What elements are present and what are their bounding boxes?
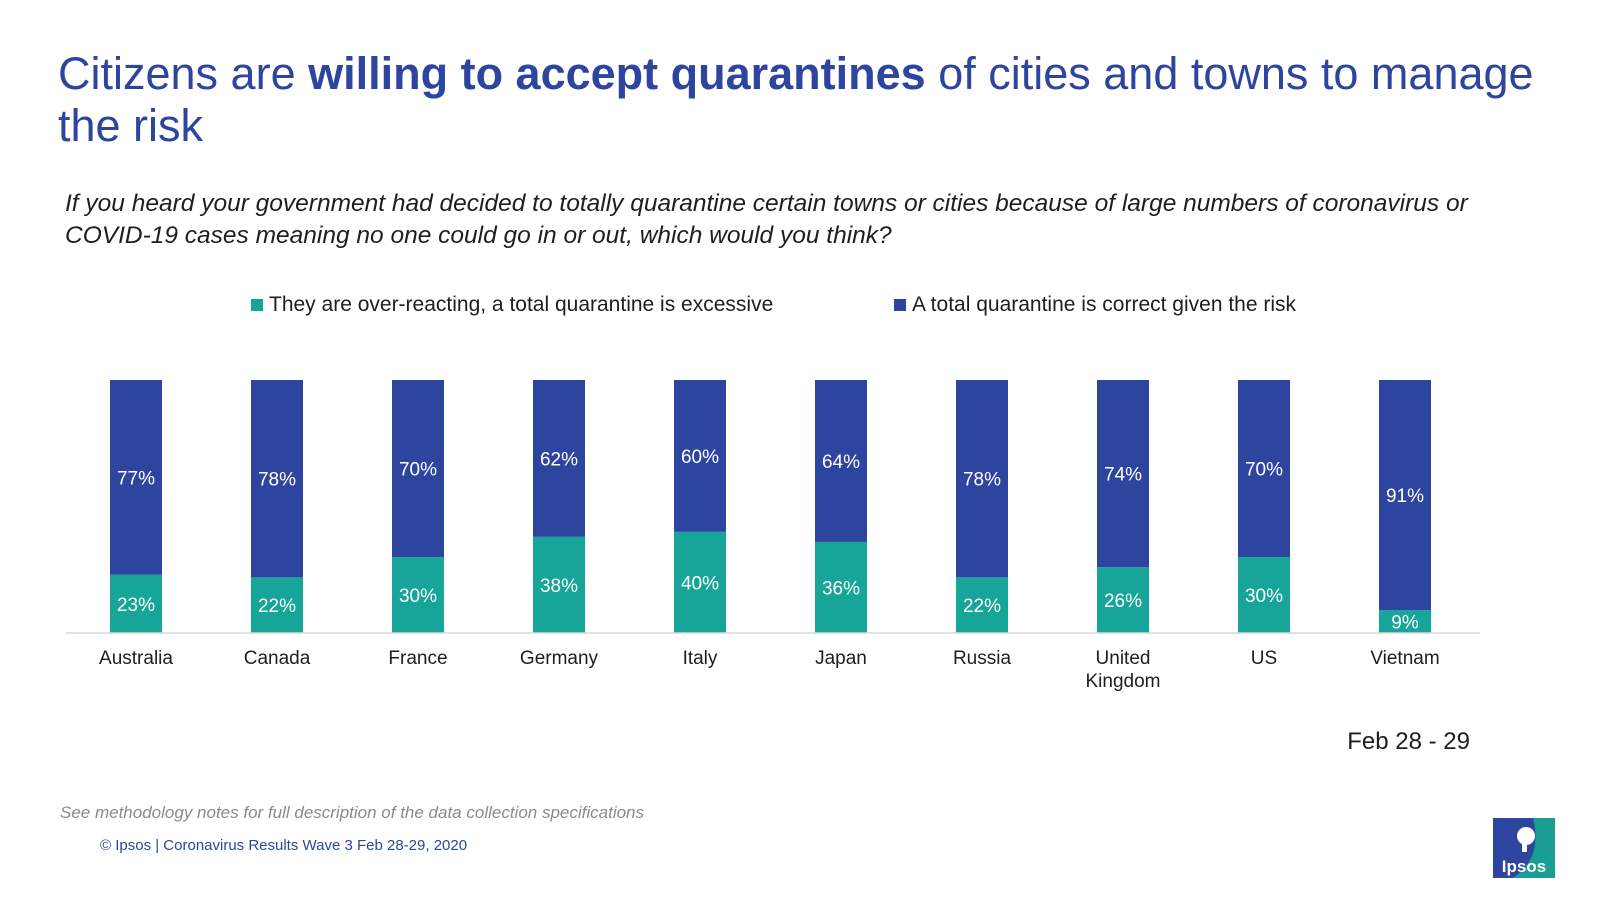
bar-excessive [1379, 610, 1431, 633]
bar-correct [110, 380, 162, 575]
category-label: Russia [953, 648, 1012, 669]
data-label-excessive: 23% [117, 595, 155, 616]
category-label: Canada [244, 648, 311, 669]
category-label: Italy [683, 648, 718, 669]
category-label: Kingdom [1086, 671, 1161, 692]
data-label-correct: 78% [963, 470, 1001, 491]
category-label: Australia [99, 648, 173, 669]
data-label-correct: 60% [681, 447, 719, 468]
data-label-correct: 91% [1386, 486, 1424, 507]
data-label-excessive: 30% [399, 586, 437, 607]
bar-correct [392, 380, 444, 558]
legend-swatch-excessive [251, 299, 263, 311]
data-label-excessive: 22% [963, 596, 1001, 617]
data-label-excessive: 30% [1245, 586, 1283, 607]
data-label-correct: 70% [1245, 460, 1283, 481]
category-label: Germany [520, 648, 599, 669]
methodology-note: See methodology notes for full descripti… [60, 803, 645, 822]
stacked-bar-chart: 23% 77% Australia 22% 78% Canada 30% 70% France 3… [66, 380, 1480, 692]
ipsos-logo: Ipsos [1493, 818, 1555, 878]
bar-correct [1379, 380, 1431, 611]
legend-item-correct: A total quarantine is correct given the … [894, 293, 1296, 317]
bar-excessive [956, 577, 1008, 633]
data-label-correct: 62% [540, 449, 578, 470]
logo-accent [1513, 818, 1555, 878]
category-label: United [1096, 648, 1151, 669]
bar-excessive [674, 531, 726, 633]
bar-excessive [392, 557, 444, 633]
bar-excessive [110, 574, 162, 633]
title-prefix: Citizens are [58, 48, 309, 99]
data-label-excessive: 9% [1391, 613, 1419, 634]
slide-title: Citizens are willing to accept quarantin… [58, 48, 1538, 152]
date-label: Feb 28 - 29 [1347, 728, 1470, 755]
bar-correct [251, 380, 303, 578]
bar-correct [674, 380, 726, 532]
copyright-text: © Ipsos | Coronavirus Results Wave 3 Feb… [100, 837, 468, 854]
category-label: Vietnam [1370, 648, 1439, 669]
legend-label-correct: A total quarantine is correct given the … [912, 293, 1297, 316]
bar-excessive [815, 541, 867, 633]
logo-text: Ipsos [1502, 857, 1546, 876]
bar-correct [1097, 380, 1149, 568]
data-label-excessive: 22% [258, 596, 296, 617]
bar-excessive [1238, 557, 1290, 633]
data-label-excessive: 36% [822, 578, 860, 599]
data-label-correct: 77% [117, 468, 155, 489]
legend-label-excessive: They are over-reacting, a total quaranti… [269, 293, 774, 316]
bar-correct [533, 380, 585, 537]
data-label-excessive: 38% [540, 576, 578, 597]
bar-correct [956, 380, 1008, 578]
logo-neck-icon [1522, 842, 1527, 852]
category-label: Japan [815, 648, 867, 669]
survey-question: If you heard your government had decided… [65, 190, 1468, 249]
data-label-correct: 70% [399, 460, 437, 481]
bar-excessive [533, 536, 585, 633]
logo-head-icon [1517, 827, 1535, 845]
data-label-correct: 64% [822, 452, 860, 473]
bar-correct [815, 380, 867, 542]
bar-excessive [1097, 567, 1149, 633]
title-suffix: of cities and towns to manage the risk [58, 48, 1534, 151]
category-label: France [388, 648, 447, 669]
data-label-excessive: 26% [1104, 591, 1142, 612]
legend-swatch-correct [894, 299, 906, 311]
title-bold: willing to accept quarantines [308, 48, 926, 99]
data-label-excessive: 40% [681, 573, 719, 594]
data-label-correct: 74% [1104, 465, 1142, 486]
data-label-correct: 78% [258, 470, 296, 491]
chart-legend: They are over-reacting, a total quaranti… [0, 293, 1600, 323]
bar-correct [1238, 380, 1290, 558]
bar-excessive [251, 577, 303, 633]
category-label: US [1251, 648, 1277, 669]
legend-item-excessive: They are over-reacting, a total quaranti… [251, 293, 773, 317]
